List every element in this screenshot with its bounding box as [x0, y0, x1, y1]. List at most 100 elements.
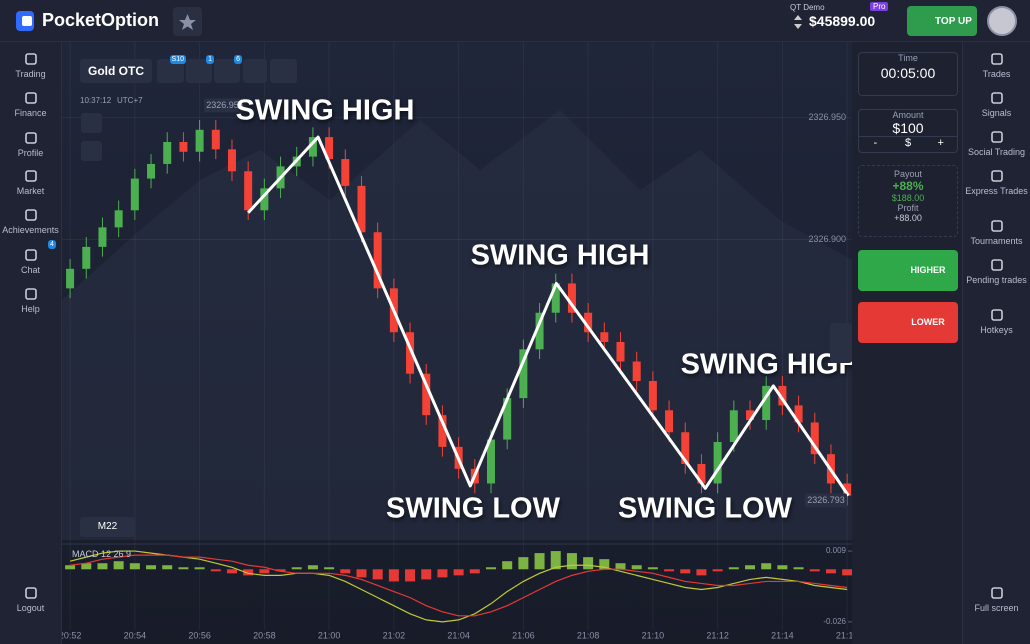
candle-body	[66, 268, 75, 289]
trade-panel: Time 00:05:00 Amount $100 - $ + Payout +88% $1…	[852, 42, 962, 644]
drawing-button[interactable]: 6	[214, 55, 242, 83]
nav-item[interactable]: Hotkeys	[963, 308, 1030, 335]
candle-body	[551, 283, 560, 313]
nav-item[interactable]: Express Trades	[963, 169, 1030, 196]
histogram-bar	[275, 569, 286, 572]
candle-body	[600, 332, 609, 342]
pro-badge: Pro	[870, 2, 889, 11]
histogram-bar	[631, 565, 642, 570]
candle-body	[681, 432, 690, 464]
annotation: SWING HIGH	[471, 240, 650, 272]
collapse-button[interactable]	[830, 323, 852, 363]
logo-icon	[16, 11, 34, 31]
settings-button[interactable]: 1	[186, 55, 214, 83]
y-tick-label: 0.009	[826, 546, 847, 555]
up-tool[interactable]	[81, 113, 102, 133]
lower-button[interactable]: LOWER	[858, 302, 958, 343]
currency-button[interactable]: $	[904, 137, 912, 149]
favorite-button[interactable]	[173, 7, 202, 36]
histogram-bar	[696, 569, 707, 576]
nav-item[interactable]: Social Trading	[963, 130, 1030, 157]
candle-body	[503, 398, 512, 440]
nav-label: Full screen	[974, 603, 1019, 613]
histogram-bar	[146, 565, 157, 570]
nav-label: Express Trades	[965, 186, 1028, 196]
histogram-bar	[194, 567, 205, 570]
histogram-bar	[518, 557, 529, 570]
histogram-bar	[615, 563, 626, 570]
x-tick-label: 20:54	[124, 630, 147, 640]
payout-amount: $188.00	[891, 193, 925, 203]
right-nav: Trades Signals Social Trading Express Trade…	[962, 42, 1030, 644]
amount-box[interactable]: Amount $100 - $ +	[858, 109, 958, 153]
histogram-bar	[599, 559, 610, 570]
higher-button[interactable]: HIGHER	[858, 250, 958, 291]
x-tick-label: 21:06	[512, 630, 535, 640]
nav-label: Hotkeys	[980, 325, 1013, 335]
nav-icon	[990, 220, 1003, 232]
candle-body	[713, 442, 722, 484]
nav-icon	[990, 170, 1003, 182]
minus-button[interactable]: -	[873, 137, 878, 149]
timeframe-button[interactable]: M22	[80, 517, 135, 537]
histogram-bar	[647, 567, 658, 570]
indicator-line	[70, 554, 848, 617]
candle-body	[422, 373, 431, 416]
candle-body	[843, 483, 852, 496]
histogram-bar	[388, 569, 399, 582]
histogram-bar	[761, 563, 772, 570]
nav-icon	[24, 132, 37, 144]
histogram-bar	[324, 567, 335, 570]
x-tick-label: 21:16	[836, 630, 852, 640]
layout-button[interactable]	[270, 59, 297, 83]
payout-box: Payout +88% $188.00 Profit +88.00	[858, 165, 958, 237]
left-nav: Trading Finance Profile Market Achievements C…	[0, 42, 62, 644]
histogram-bar	[162, 565, 173, 570]
nav-item[interactable]: Signals	[963, 91, 1030, 118]
avatar[interactable]	[987, 6, 1017, 36]
badge: 6	[234, 55, 242, 64]
x-tick-label: 21:12	[706, 630, 729, 640]
nav-item[interactable]: Trading	[0, 52, 61, 79]
y-tick-label: 2326.900	[808, 234, 846, 244]
candle-body	[373, 232, 382, 289]
time-box[interactable]: Time 00:05:00	[858, 52, 958, 96]
balance[interactable]: $45899.00	[809, 13, 876, 29]
annotation: SWING LOW	[618, 493, 793, 525]
nav-item[interactable]: Trades	[963, 52, 1030, 79]
asset-selector[interactable]: Gold OTC	[80, 59, 152, 83]
nav-item[interactable]: Achievements	[0, 208, 61, 235]
candle-body	[535, 312, 544, 350]
nav-item[interactable]: Pending trades	[963, 258, 1030, 285]
nav-item[interactable]: Tournaments	[963, 219, 1030, 246]
text-tool[interactable]	[81, 141, 102, 161]
candle-body	[98, 227, 107, 247]
nav-item[interactable]: Help	[0, 287, 61, 314]
plus-button[interactable]: +	[937, 137, 944, 149]
histogram-bar	[793, 567, 804, 570]
badge: 1	[206, 55, 214, 64]
nav-icon	[990, 587, 1003, 599]
nav-item[interactable]: Finance	[0, 91, 61, 118]
candle-body	[195, 129, 204, 152]
nav-item[interactable]: Chat	[0, 248, 61, 275]
x-tick-label: 21:02	[383, 630, 406, 640]
histogram-bar	[113, 561, 124, 570]
histogram-bar	[210, 569, 221, 572]
candle-body	[147, 163, 156, 179]
nav-item[interactable]: Logout	[0, 586, 61, 613]
more-button[interactable]	[243, 59, 267, 83]
nav-item[interactable]: Profile	[0, 131, 61, 158]
nav-icon	[24, 53, 37, 65]
top-up-button[interactable]: TOP UP	[907, 6, 977, 36]
histogram-bar	[81, 563, 92, 570]
nav-item[interactable]: Full screen	[963, 586, 1030, 613]
nav-icon	[990, 92, 1003, 104]
indicators-button[interactable]: S10	[157, 55, 186, 83]
nav-icon	[990, 309, 1003, 321]
nav-label: Market	[16, 186, 45, 196]
candle-body	[357, 185, 366, 233]
switch-icon	[794, 15, 802, 29]
histogram-bar	[809, 569, 820, 572]
nav-item[interactable]: Market	[0, 169, 61, 196]
